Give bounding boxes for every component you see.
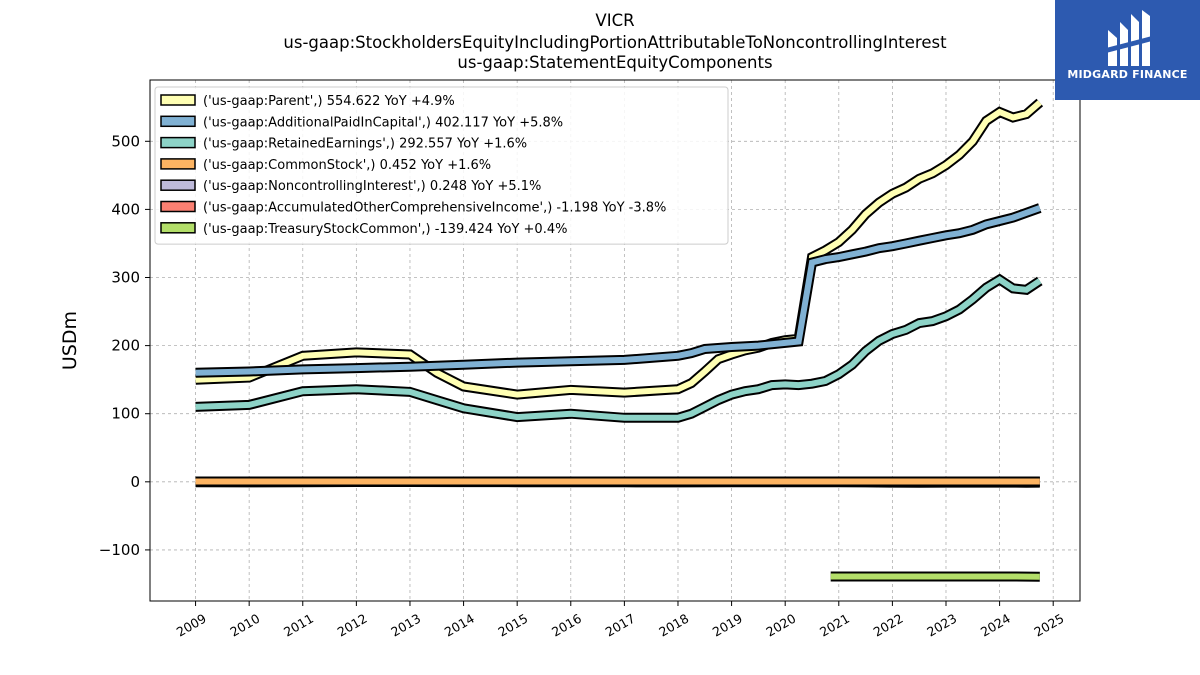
x-tick-label: 2022 (871, 611, 906, 640)
y-axis-label: USDm (59, 311, 81, 370)
x-tick-label: 2013 (388, 611, 423, 640)
legend-swatch (160, 200, 196, 213)
x-tick-label: 2020 (763, 611, 798, 640)
legend-entry: ('us-gaap:AdditionalPaidInCapital',) 402… (203, 115, 563, 130)
x-tick-label: 2011 (281, 611, 316, 640)
x-tick-label: 2023 (924, 611, 959, 640)
x-tick-label: 2014 (442, 611, 477, 640)
y-tick-label: 500 (111, 132, 140, 150)
y-tick-label: 200 (111, 337, 140, 355)
x-tick-label: 2016 (549, 611, 584, 640)
legend-swatch (160, 94, 196, 106)
chart-title-line: VICR (595, 11, 634, 30)
y-tick-label: 400 (111, 200, 140, 218)
chart-title-line: us-gaap:StatementEquityComponents (457, 53, 772, 72)
x-tick-label: 2024 (978, 611, 1013, 640)
legend-entry: ('us-gaap:AccumulatedOtherComprehensiveI… (203, 201, 666, 216)
x-tick-label: 2018 (656, 611, 691, 640)
midgard-finance-logo: MIDGARD FINANCE (1055, 0, 1200, 100)
legend-box (154, 86, 729, 245)
legend-entry: ('us-gaap:Parent',) 554.622 YoY +4.9% (203, 94, 455, 109)
series-line (195, 275, 1042, 421)
legend-swatch (160, 179, 196, 191)
y-tick-label: 300 (111, 269, 140, 287)
legend-entry: ('us-gaap:RetainedEarnings',) 292.557 Yo… (203, 137, 527, 152)
x-tick-label: 2010 (227, 611, 262, 640)
logo-text: MIDGARD FINANCE (1067, 68, 1188, 81)
y-tick-label: 100 (111, 405, 140, 423)
x-tick-label: 2017 (603, 611, 638, 640)
y-tick-label: −100 (99, 541, 140, 559)
legend-swatch (160, 136, 196, 149)
x-tick-label: 2009 (174, 611, 209, 640)
legend-swatch (160, 222, 196, 234)
x-tick-label: 2012 (335, 611, 370, 640)
x-tick-label: 2015 (495, 611, 530, 640)
series-line (195, 205, 1041, 376)
x-tick-label: 2021 (817, 611, 852, 640)
legend-entry: ('us-gaap:NoncontrollingInterest',) 0.24… (203, 179, 541, 194)
legend-swatch (160, 115, 196, 128)
x-tick-label: 2025 (1031, 611, 1066, 640)
legend-entry: ('us-gaap:TreasuryStockCommon',) -139.42… (203, 222, 567, 237)
plot-frame (149, 79, 1081, 602)
x-tick-label: 2019 (710, 611, 745, 640)
y-tick-label: 0 (130, 473, 140, 491)
logo-mark-icon (1106, 10, 1152, 66)
legend-entry: ('us-gaap:CommonStock',) 0.452 YoY +1.6% (203, 158, 491, 173)
legend-swatch (160, 158, 196, 170)
chart-title-line: us-gaap:StockholdersEquityIncludingPorti… (283, 33, 947, 52)
